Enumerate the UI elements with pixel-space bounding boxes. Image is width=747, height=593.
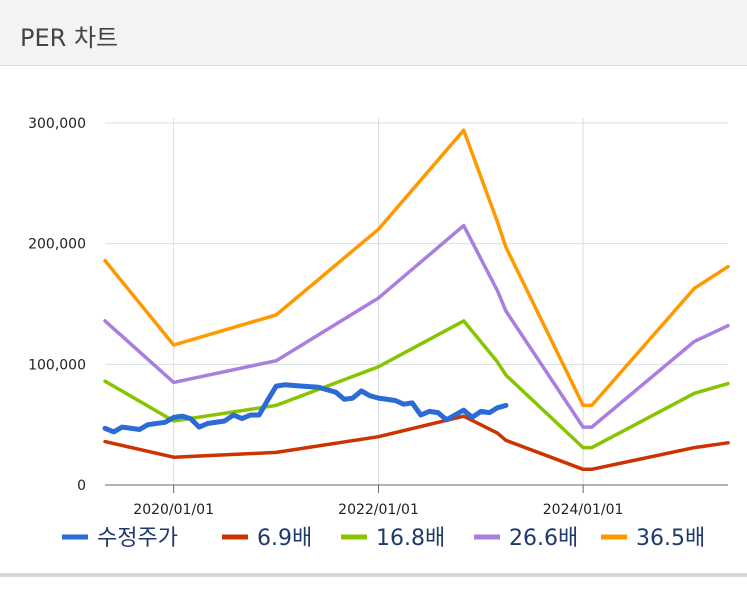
y-tick-label: 100,000 xyxy=(28,357,86,373)
series-layer xyxy=(102,128,730,472)
series-line-3 xyxy=(103,223,730,429)
legend-label: 16.8배 xyxy=(376,526,445,551)
series-line-1 xyxy=(103,414,730,472)
series-line-0 xyxy=(102,382,509,435)
legend-label: 26.6배 xyxy=(509,526,578,551)
x-tick-label: 2020/01/01 xyxy=(133,502,214,518)
page-title: PER 차트 xyxy=(20,24,119,52)
series-line-4 xyxy=(103,128,730,408)
y-tick-label: 200,000 xyxy=(28,237,86,253)
footer-divider xyxy=(0,573,747,577)
x-tick-label: 2024/01/01 xyxy=(543,502,624,518)
legend: 수정주가 6.9배 16.8배 26.6배 36.5배 xyxy=(62,526,705,551)
y-tick-label: 0 xyxy=(77,478,86,494)
legend-label: 수정주가 xyxy=(97,526,178,551)
y-tick-label: 300,000 xyxy=(28,116,86,132)
x-tick-label: 2022/01/01 xyxy=(338,502,419,518)
legend-label: 6.9배 xyxy=(257,526,312,551)
per-line-chart: 0 100,000 200,000 300,000 2020/01/01 2022/01/… xyxy=(28,116,730,551)
grid-layer xyxy=(105,118,728,485)
chart-header: PER 차트 xyxy=(0,0,747,66)
legend-label: 36.5배 xyxy=(636,526,705,551)
axis-layer: 0 100,000 200,000 300,000 2020/01/01 2022/01/… xyxy=(28,116,728,518)
series-line-2 xyxy=(103,319,730,450)
